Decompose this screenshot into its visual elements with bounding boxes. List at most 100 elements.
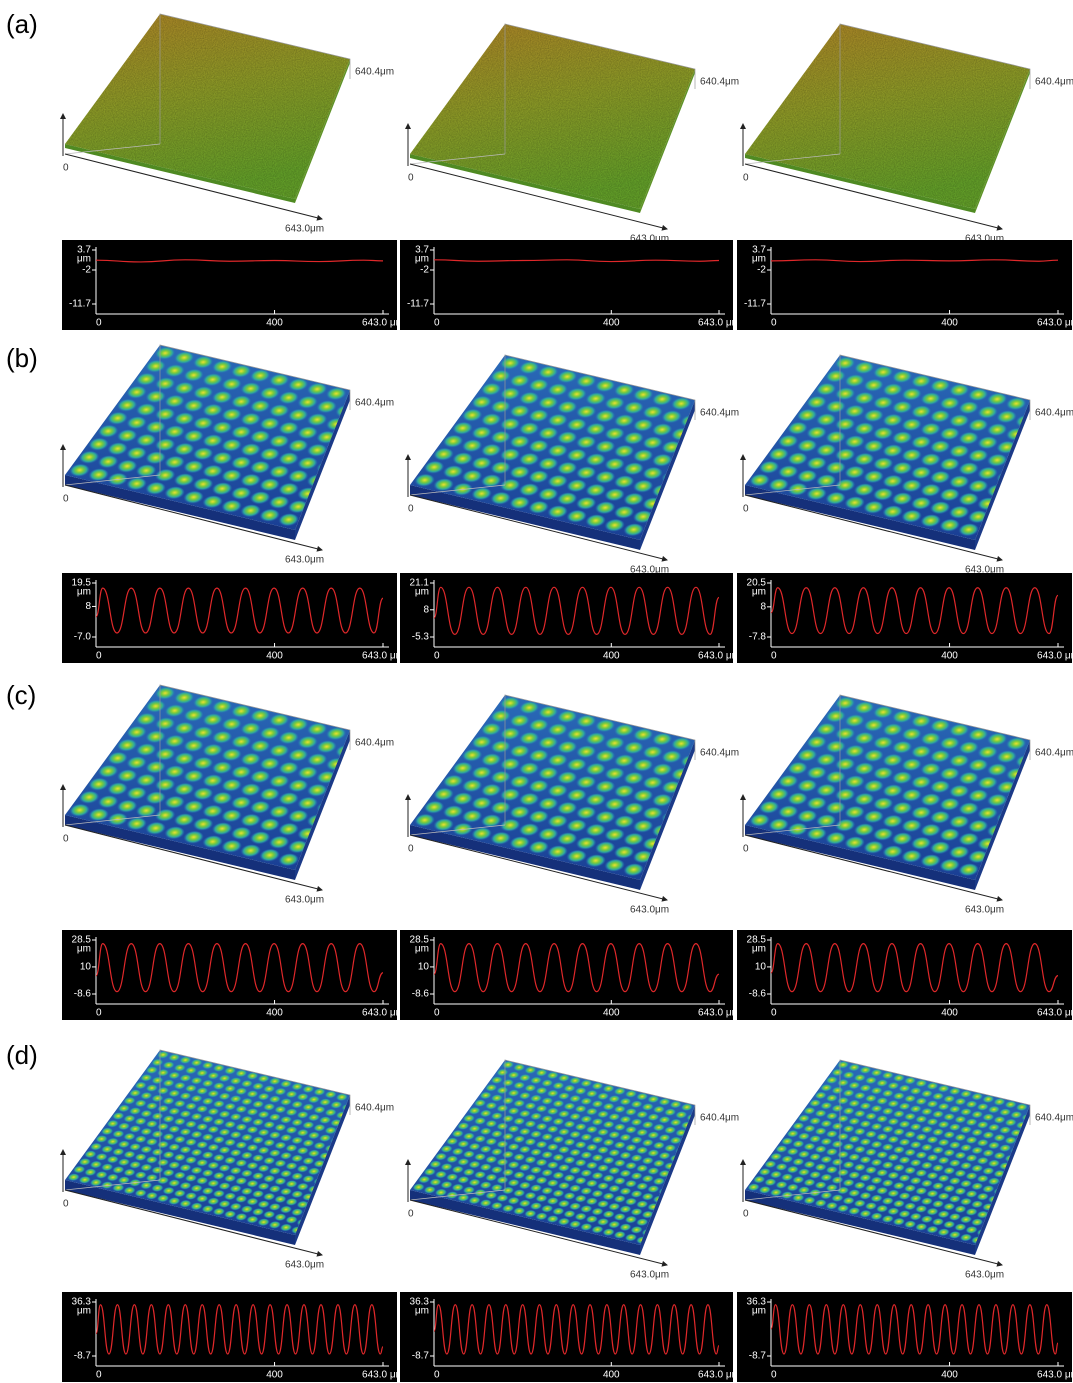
surface-3d: 0 643.0μm 640.4μm [63,345,394,566]
y-unit-label: μm [77,1306,91,1317]
y-extent-label: 640.4μm [700,77,739,88]
y-unit-label: μm [752,587,766,598]
panel-label: (b) [6,343,38,373]
x-tick-label: 400 [603,1008,620,1019]
x-tick-label: 643.0 μm [362,1370,404,1381]
y-tick-label: -8.6 [74,989,92,1000]
profile-background [62,240,397,330]
y-extent-label: 640.4μm [700,1113,739,1124]
x-tick-label: 400 [941,318,958,329]
panel-label: (c) [6,680,36,710]
profile-background [737,573,1072,663]
profile-background [400,240,733,330]
x-tick-label: 0 [434,318,440,329]
surface-3d: 0643.0μm640.4μm [63,685,394,906]
y-unit-label: μm [77,587,91,598]
y-tick-label: 10 [418,962,430,973]
surface-3d: 0 643.0μm 640.4μm [63,1050,394,1271]
profile-background [400,930,733,1020]
x-extent-label: 643.0μm [285,555,324,566]
x-tick-label: 0 [771,651,777,662]
x-tick-label: 643.0 μm [1037,1008,1073,1019]
y-unit-label: μm [752,254,766,265]
figure: (a) (b) (c) (d) 0643.0μm640.4μm0643.0μm6… [0,0,1073,1383]
x-tick-label: 643.0 μm [1037,651,1073,662]
x-tick-label: 0 [96,651,102,662]
x-tick-label: 0 [434,651,440,662]
x-tick-label: 643.0 μm [698,318,740,329]
y-extent-label: 640.4μm [355,398,394,409]
origin-label: 0 [63,163,69,174]
y-unit-label: μm [752,1306,766,1317]
x-tick-label: 0 [771,1370,777,1381]
x-tick-label: 0 [96,1008,102,1019]
profile-chart: 28.510-8.6μm0400643.0 μm [62,930,404,1020]
x-tick-label: 643.0 μm [698,1370,740,1381]
profile-chart: 36.3-8.7μm0400643.0 μm [737,1292,1073,1382]
panel-label: (d) [6,1040,38,1070]
origin-label: 0 [743,173,749,184]
origin-label: 0 [63,834,69,845]
x-tick-label: 643.0 μm [1037,1370,1073,1381]
x-tick-label: 0 [771,1008,777,1019]
origin-label: 0 [743,844,749,855]
x-tick-label: 0 [434,1008,440,1019]
surface-3d: 0643.0μm640.4μm [743,1060,1073,1281]
y-unit-label: μm [415,587,429,598]
y-tick-label: -7.8 [749,632,767,643]
profile-background [62,573,397,663]
y-tick-label: -8.7 [412,1351,430,1362]
y-tick-label: -2 [420,265,429,276]
y-tick-label: -8.7 [74,1351,92,1362]
x-tick-label: 643.0 μm [698,1008,740,1019]
y-tick-label: -11.7 [407,299,429,310]
y-tick-label: 10 [755,962,767,973]
y-extent-label: 640.4μm [355,67,394,78]
origin-label: 0 [743,504,749,515]
profile-background [737,930,1072,1020]
x-tick-label: 400 [941,1008,958,1019]
y-tick-label: -8.7 [749,1351,767,1362]
y-unit-label: μm [415,1306,429,1317]
x-tick-label: 0 [771,318,777,329]
origin-label: 0 [63,1199,69,1210]
x-tick-label: 400 [266,1370,283,1381]
y-extent-label: 640.4μm [1035,408,1073,419]
y-unit-label: μm [77,254,91,265]
x-tick-label: 400 [603,1370,620,1381]
origin-label: 0 [63,494,69,505]
x-tick-label: 400 [266,1008,283,1019]
origin-label: 0 [408,504,414,515]
x-extent-label: 643.0μm [965,1270,1004,1281]
y-tick-label: -8.6 [412,989,430,1000]
profile-chart: 3.7-2-11.7μm0400643.0 μm [62,240,404,330]
origin-label: 0 [408,173,414,184]
y-extent-label: 640.4μm [700,408,739,419]
x-tick-label: 400 [603,651,620,662]
y-tick-label: -5.3 [412,632,430,643]
x-extent-label: 643.0μm [285,1260,324,1271]
y-tick-label: 8 [85,601,91,612]
profile-chart: 28.510-8.6μm0400643.0 μm [400,930,740,1020]
y-tick-label: 8 [760,601,766,612]
profile-background [62,930,397,1020]
y-extent-label: 640.4μm [1035,77,1073,88]
x-extent-label: 643.0μm [630,1270,669,1281]
x-tick-label: 643.0 μm [1037,318,1073,329]
y-tick-label: -11.7 [69,299,91,310]
origin-label: 0 [408,844,414,855]
surface-3d: 0 643.0μm 640.4μm [408,1060,739,1281]
x-extent-label: 643.0μm [285,224,324,235]
y-unit-label: μm [415,254,429,265]
y-unit-label: μm [415,944,429,955]
origin-label: 0 [743,1209,749,1220]
origin-label: 0 [408,1209,414,1220]
y-extent-label: 640.4μm [700,748,739,759]
x-tick-label: 643.0 μm [362,318,404,329]
y-tick-label: -2 [82,265,91,276]
y-extent-label: 640.4μm [355,1103,394,1114]
y-extent-label: 640.4μm [1035,748,1073,759]
y-unit-label: μm [752,944,766,955]
